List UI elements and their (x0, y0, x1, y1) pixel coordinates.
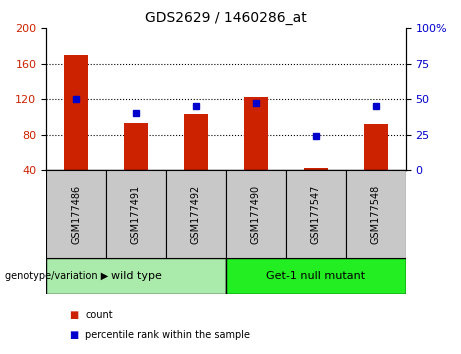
Bar (124, 123, 148, 170)
Text: Get-1 null mutant: Get-1 null mutant (266, 271, 366, 281)
Bar (346, 170, 406, 258)
Text: GSM177486: GSM177486 (71, 184, 81, 244)
Bar (46, 170, 106, 258)
Text: percentile rank within the sample: percentile rank within the sample (85, 330, 250, 340)
Bar (286, 170, 346, 258)
Text: ■: ■ (69, 310, 78, 320)
Bar (166, 170, 226, 258)
Text: wild type: wild type (111, 271, 161, 281)
Bar (226, 258, 406, 294)
Bar (106, 170, 166, 258)
Bar (244, 97, 268, 170)
Bar (364, 124, 388, 170)
Text: GSM177491: GSM177491 (131, 184, 141, 244)
Bar (184, 114, 208, 170)
Bar (304, 168, 328, 170)
Bar (64, 55, 88, 170)
Text: count: count (85, 310, 113, 320)
Bar (46, 258, 226, 294)
Title: GDS2629 / 1460286_at: GDS2629 / 1460286_at (145, 11, 307, 24)
Text: GSM177490: GSM177490 (251, 184, 261, 244)
Text: genotype/variation ▶: genotype/variation ▶ (5, 271, 108, 281)
Text: GSM177547: GSM177547 (311, 184, 321, 244)
Text: GSM177548: GSM177548 (371, 184, 381, 244)
Bar (226, 170, 286, 258)
Text: ■: ■ (69, 330, 78, 340)
Text: GSM177492: GSM177492 (191, 184, 201, 244)
